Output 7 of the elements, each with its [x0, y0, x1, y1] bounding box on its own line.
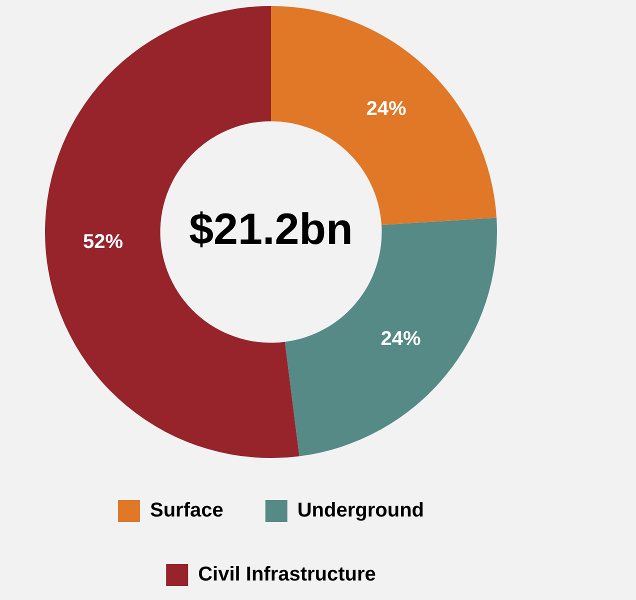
legend-label: Surface [150, 500, 224, 522]
legend-label: Underground [297, 500, 424, 522]
data-label: 52% [82, 231, 124, 254]
data-label: 24% [380, 328, 421, 350]
legend-label: Civil Infrastructure [198, 564, 376, 586]
data-label: 24% [366, 98, 406, 120]
text: $21.2bn [189, 205, 353, 254]
